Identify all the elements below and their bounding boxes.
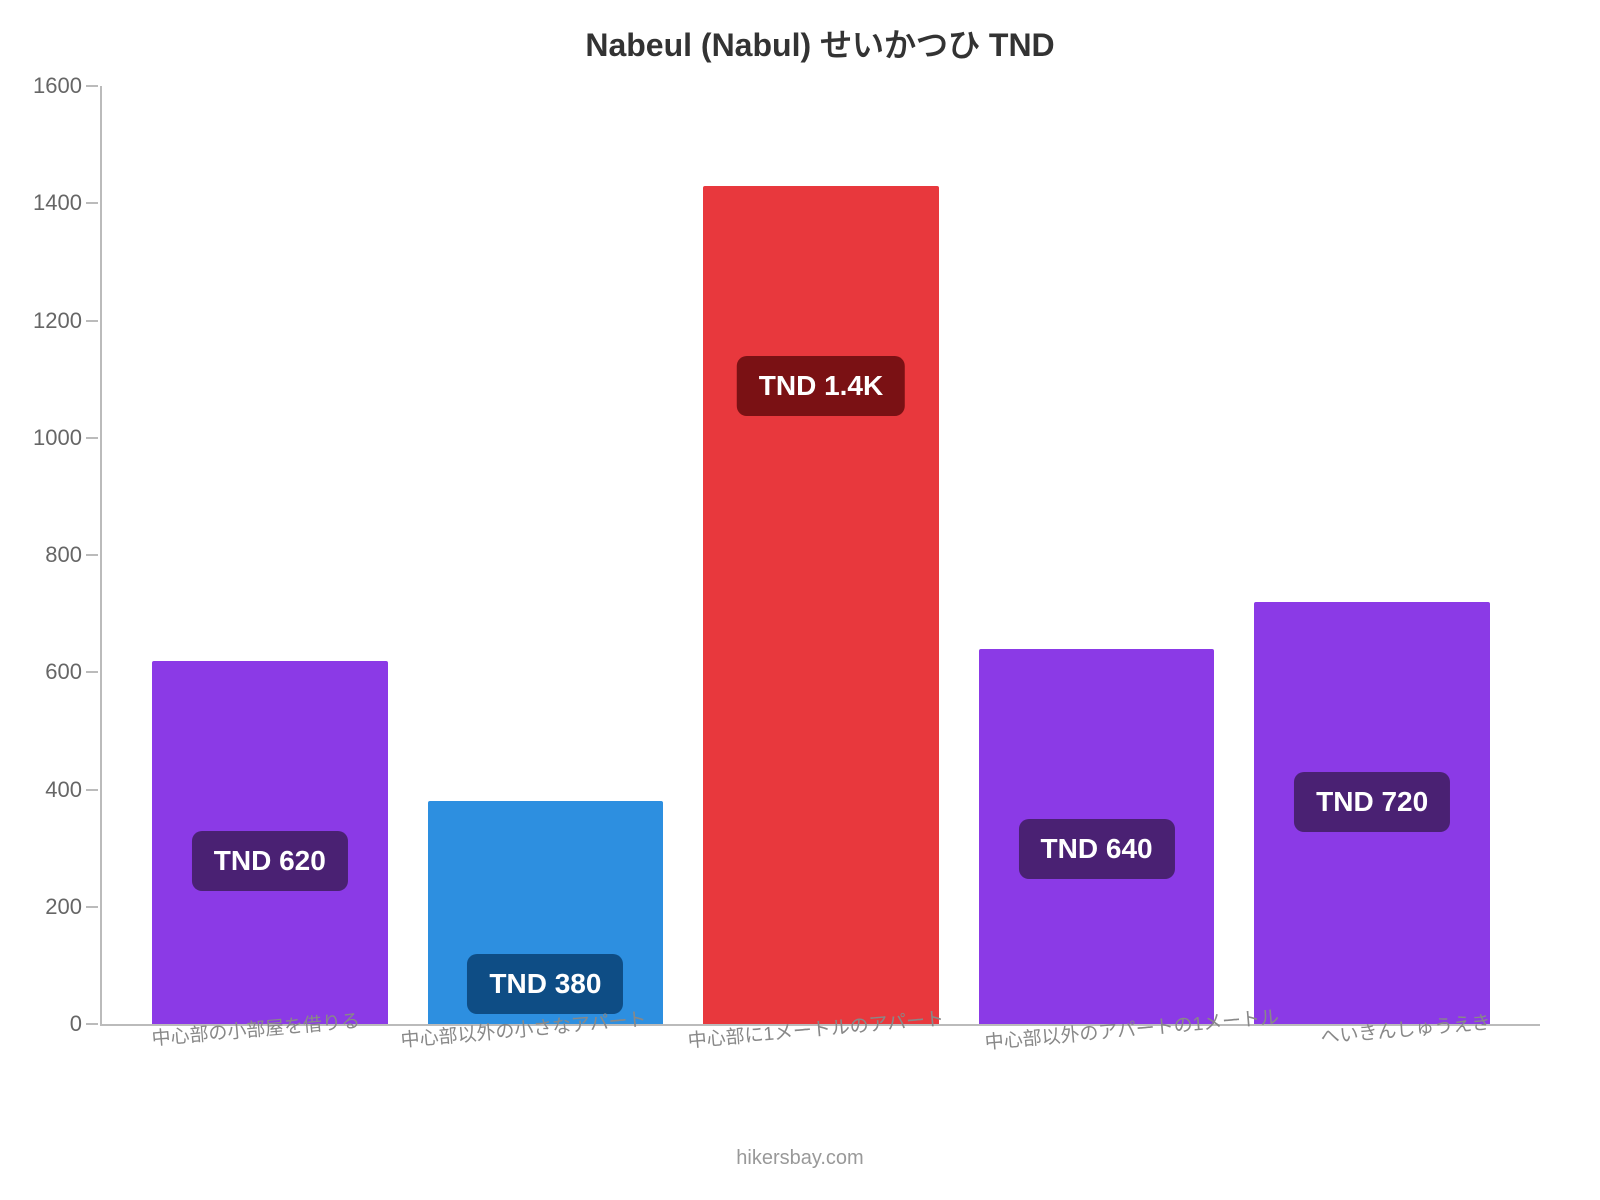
- y-tick: [86, 320, 98, 322]
- y-tick: [86, 1023, 98, 1025]
- y-tick-label: 0: [22, 1011, 82, 1037]
- y-tick: [86, 554, 98, 556]
- y-tick-label: 600: [22, 659, 82, 685]
- y-tick-label: 1600: [22, 73, 82, 99]
- y-tick: [86, 437, 98, 439]
- y-tick-label: 400: [22, 777, 82, 803]
- bar-value-badge: TND 620: [192, 831, 348, 891]
- y-tick-label: 1400: [22, 190, 82, 216]
- y-tick-label: 200: [22, 894, 82, 920]
- bar: TND 640: [979, 649, 1215, 1024]
- chart-title: Nabeul (Nabul) せいかつひ TND: [100, 20, 1540, 66]
- x-axis-label: 中心部の小部屋を借りる: [150, 1006, 361, 1051]
- bar-slot: TND 620: [132, 86, 408, 1024]
- x-axis-label: 中心部以外のアパートの1メートル: [983, 1002, 1279, 1055]
- x-axis-label: へいきんしゅうえき: [1319, 1008, 1491, 1050]
- x-axis-label: 中心部に1メートルのアパート: [686, 1004, 945, 1053]
- bar-value-badge: TND 720: [1294, 772, 1450, 832]
- bar: TND 380: [428, 801, 664, 1024]
- bar-value-badge: TND 640: [1019, 819, 1175, 879]
- y-tick: [86, 906, 98, 908]
- bars-row: TND 620 TND 380 TND 1.4K TND 640 TND 720: [102, 86, 1540, 1024]
- bar: TND 620: [152, 661, 388, 1024]
- y-tick-label: 800: [22, 542, 82, 568]
- bar: TND 720: [1254, 602, 1490, 1024]
- bar-slot: TND 640: [959, 86, 1235, 1024]
- y-tick: [86, 202, 98, 204]
- x-axis-labels: 中心部の小部屋を借りる中心部以外の小さなアパート中心部に1メートルのアパート中心…: [100, 1005, 1540, 1085]
- bar-value-badge: TND 1.4K: [737, 356, 905, 416]
- y-tick: [86, 85, 98, 87]
- bar-slot: TND 1.4K: [683, 86, 959, 1024]
- x-axis-label: 中心部以外の小さなアパート: [399, 1004, 647, 1052]
- y-tick: [86, 671, 98, 673]
- y-tick: [86, 789, 98, 791]
- y-tick-label: 1000: [22, 425, 82, 451]
- plot-area: TND 620TND 380TND 1.4KTND 640TND 720 020…: [100, 86, 1540, 1026]
- y-tick-label: 1200: [22, 308, 82, 334]
- bar-slot: TND 380: [408, 86, 684, 1024]
- attribution-text: hikersbay.com: [0, 1147, 1600, 1170]
- bar: TND 1.4K: [703, 186, 939, 1024]
- chart-container: Nabeul (Nabul) せいかつひ TND TND 620TND 380T…: [0, 0, 1600, 1200]
- bar-slot: TND 720: [1234, 86, 1510, 1024]
